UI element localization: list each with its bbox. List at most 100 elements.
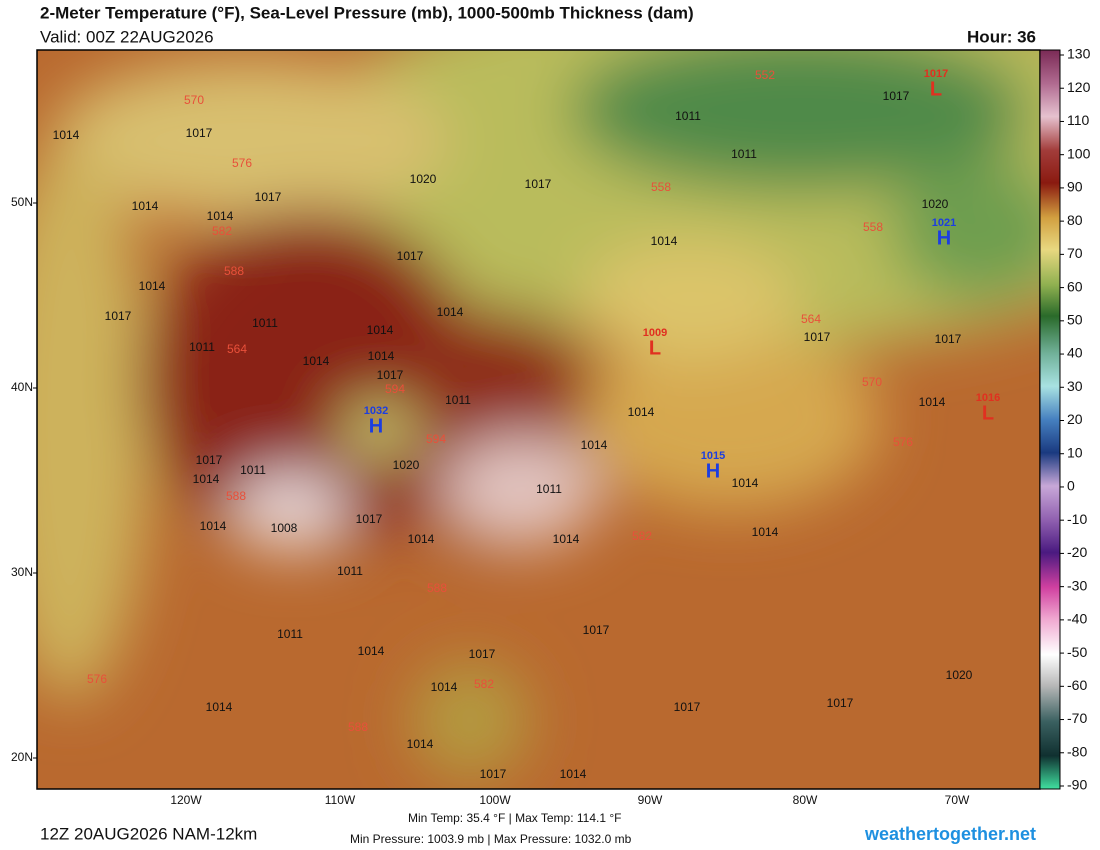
isobar-label: 1020 — [946, 668, 973, 682]
isobar-label: 1011 — [536, 482, 562, 496]
isobar-label: 1014 — [651, 234, 678, 248]
colorbar-label: -60 — [1067, 677, 1087, 693]
isobar-label: 1017 — [255, 190, 282, 204]
lat-label: 50N — [11, 195, 33, 209]
isobar-label: 1008 — [271, 521, 298, 535]
isobar-label: 1014 — [303, 354, 330, 368]
colorbar-label: -80 — [1067, 743, 1087, 759]
colorbar-label: -90 — [1067, 777, 1087, 793]
isobar-label: 1014 — [358, 644, 385, 658]
isobar-label: 1014 — [437, 305, 464, 319]
isobar-label: 1017 — [397, 249, 424, 263]
lon-label: 100W — [479, 793, 511, 807]
forecast-hour: Hour: 36 — [967, 27, 1036, 46]
isobar-label: 1014 — [919, 395, 946, 409]
pressure-center-type: H — [369, 415, 383, 437]
isobar-label: 1011 — [731, 147, 757, 161]
thickness-label: 570 — [184, 93, 204, 107]
colorbar-label: -10 — [1067, 511, 1087, 527]
lat-label: 30N — [11, 565, 33, 579]
temperature-field — [37, 50, 1040, 780]
isobar-label: 1017 — [674, 700, 701, 714]
thickness-label: 594 — [426, 432, 446, 446]
isobar-label: 1014 — [132, 199, 159, 213]
isobar-label: 1014 — [368, 349, 395, 363]
pressure-center-type: H — [706, 460, 720, 482]
thickness-label: 576 — [232, 156, 252, 170]
title: 2-Meter Temperature (°F), Sea-Level Pres… — [40, 3, 694, 22]
map — [37, 50, 1040, 789]
isobar-label: 1017 — [935, 332, 962, 346]
isobar-label: 1011 — [337, 564, 363, 578]
colorbar-label: 70 — [1067, 245, 1083, 261]
isobar-label: 1017 — [883, 89, 910, 103]
isobar-label: 1017 — [469, 647, 496, 661]
colorbar-label: -30 — [1067, 577, 1087, 593]
colorbar-label: -50 — [1067, 644, 1087, 660]
isobar-label: 1014 — [431, 680, 458, 694]
pressure-center-value: 1009 — [643, 327, 667, 339]
isobar-label: 1017 — [583, 623, 610, 637]
thickness-label: 570 — [862, 375, 882, 389]
thickness-label: 582 — [212, 224, 232, 238]
isobar-label: 1014 — [53, 128, 80, 142]
lon-label: 120W — [170, 793, 202, 807]
isobar-label: 1014 — [732, 476, 759, 490]
lon-label: 70W — [945, 793, 970, 807]
isobar-label: 1014 — [193, 472, 220, 486]
colorbar-label: 20 — [1067, 411, 1083, 427]
colorbar-label: 10 — [1067, 444, 1083, 460]
pressure-center-value: 1021 — [932, 217, 956, 229]
thickness-label: 582 — [632, 529, 652, 543]
site-credit: weathertogether.net — [864, 824, 1036, 844]
pressure-center-type: L — [649, 337, 661, 359]
colorbar-label: -20 — [1067, 544, 1087, 560]
valid-time: Valid: 00Z 22AUG2026 — [40, 27, 214, 46]
isobar-label: 1014 — [207, 209, 234, 223]
thickness-label: 588 — [226, 489, 246, 503]
colorbar — [1039, 49, 1061, 790]
lon-label: 80W — [793, 793, 818, 807]
isobar-label: 1017 — [186, 126, 213, 140]
colorbar-label: 30 — [1067, 378, 1083, 394]
colorbar-label: 130 — [1067, 46, 1091, 62]
isobar-label: 1011 — [445, 393, 471, 407]
thickness-label: 564 — [801, 312, 821, 326]
thickness-label: 564 — [227, 342, 247, 356]
isobar-label: 1011 — [240, 463, 266, 477]
colorbar-label: 110 — [1067, 112, 1090, 128]
colorbar-label: 90 — [1067, 179, 1083, 195]
isobar-label: 1014 — [407, 737, 434, 751]
lat-label: 40N — [11, 380, 33, 394]
pressure-center-value: 1015 — [701, 450, 725, 462]
isobar-label: 1014 — [628, 405, 655, 419]
temp-stats: Min Temp: 35.4 °F | Max Temp: 114.1 °F — [408, 811, 621, 825]
pressure-center-type: H — [937, 227, 951, 249]
colorbar-label: 120 — [1067, 79, 1091, 95]
isobar-label: 1014 — [553, 532, 580, 546]
thickness-label: 588 — [224, 264, 244, 278]
thickness-label: 558 — [651, 180, 671, 194]
model-run: 12Z 20AUG2026 NAM-12km — [40, 824, 257, 843]
isobar-label: 1017 — [804, 330, 831, 344]
isobar-label: 1017 — [196, 453, 223, 467]
isobar-label: 1020 — [410, 172, 437, 186]
colorbar-label: 0 — [1067, 478, 1075, 494]
colorbar-label: -40 — [1067, 611, 1087, 627]
colorbar-label: 50 — [1067, 312, 1083, 328]
colorbar-label: 40 — [1067, 345, 1083, 361]
isobar-label: 1017 — [105, 309, 132, 323]
thickness-label: 588 — [427, 581, 447, 595]
lat-label: 20N — [11, 750, 33, 764]
isobar-label: 1014 — [367, 323, 394, 337]
isobar-label: 1014 — [408, 532, 435, 546]
isobar-label: 1020 — [393, 458, 420, 472]
colorbar-label: 80 — [1067, 212, 1083, 228]
isobar-label: 1017 — [377, 368, 404, 382]
isobar-label: 1014 — [560, 767, 587, 781]
isobar-label: 1014 — [581, 438, 608, 452]
pressure-center-type: L — [930, 78, 942, 100]
isobar-label: 1017 — [827, 696, 854, 710]
isobar-label: 1011 — [252, 316, 278, 330]
